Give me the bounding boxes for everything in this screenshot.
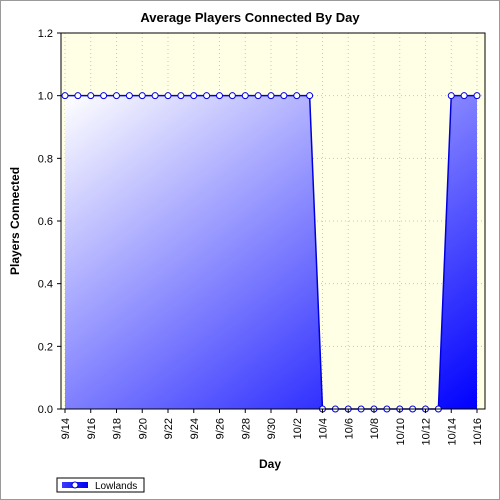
x-tick-label: 9/24 bbox=[189, 418, 201, 439]
y-tick-label: 0.2 bbox=[38, 341, 53, 353]
y-tick-label: 0.6 bbox=[38, 216, 53, 228]
x-tick-label: 9/20 bbox=[137, 418, 149, 439]
data-point bbox=[241, 92, 249, 100]
data-point bbox=[113, 92, 120, 100]
area-fill bbox=[65, 95, 477, 410]
x-tick-label: 10/8 bbox=[369, 418, 381, 439]
x-tick-label: 10/6 bbox=[343, 418, 355, 439]
data-point bbox=[280, 92, 288, 100]
data-point bbox=[125, 92, 133, 100]
legend-marker bbox=[71, 481, 79, 489]
data-point bbox=[254, 92, 262, 100]
data-point bbox=[216, 92, 223, 100]
x-tick-label: 10/2 bbox=[292, 418, 304, 439]
x-tick-label: 10/16 bbox=[472, 418, 484, 446]
x-tick-label: 9/28 bbox=[240, 418, 252, 439]
x-axis: 9/14 9/16 9/18 9/20 9/22 9/24 9/26 9/28 9/30 10/2… bbox=[60, 409, 484, 446]
x-tick-label: 9/14 bbox=[60, 418, 72, 439]
y-tick-label: 0.8 bbox=[38, 153, 53, 165]
data-point bbox=[203, 92, 211, 100]
data-point bbox=[293, 92, 301, 100]
x-axis-label: Day bbox=[259, 457, 281, 471]
x-tick-label: 10/10 bbox=[395, 418, 407, 446]
data-point bbox=[306, 92, 314, 100]
data-point bbox=[177, 92, 185, 100]
data-point bbox=[151, 92, 159, 100]
y-axis-label: Players Connected bbox=[8, 167, 22, 275]
data-point bbox=[74, 92, 82, 100]
x-tick-label: 10/12 bbox=[421, 418, 433, 446]
data-point bbox=[190, 92, 198, 100]
chart-title: Average Players Connected By Day bbox=[140, 10, 360, 25]
legend-label: Lowlands bbox=[95, 481, 137, 492]
data-point bbox=[267, 92, 275, 100]
data-point bbox=[138, 92, 146, 100]
data-point bbox=[473, 92, 481, 100]
data-point bbox=[228, 92, 236, 100]
x-tick-label: 9/26 bbox=[215, 418, 227, 439]
y-tick-label: 0.4 bbox=[38, 279, 53, 291]
x-tick-label: 10/14 bbox=[446, 418, 458, 446]
data-point bbox=[164, 92, 172, 100]
x-tick-label: 9/22 bbox=[163, 418, 175, 439]
y-axis: 0.0 0.2 0.4 0.6 0.8 1.0 1.2 bbox=[38, 28, 61, 416]
data-point bbox=[460, 92, 468, 100]
data-point bbox=[87, 92, 95, 100]
data-point bbox=[100, 92, 108, 100]
y-tick-label: 1.0 bbox=[38, 91, 53, 103]
legend-box bbox=[56, 477, 145, 493]
data-point bbox=[447, 92, 455, 100]
data-point bbox=[61, 92, 69, 100]
y-tick-label: 1.2 bbox=[38, 28, 53, 40]
y-tick-label: 0.0 bbox=[38, 404, 53, 416]
x-tick-label: 9/30 bbox=[266, 418, 278, 439]
x-tick-label: 10/4 bbox=[318, 418, 330, 439]
legend: Lowlands bbox=[56, 477, 145, 493]
x-tick-label: 9/16 bbox=[86, 418, 98, 439]
x-tick-label: 9/18 bbox=[112, 418, 124, 439]
